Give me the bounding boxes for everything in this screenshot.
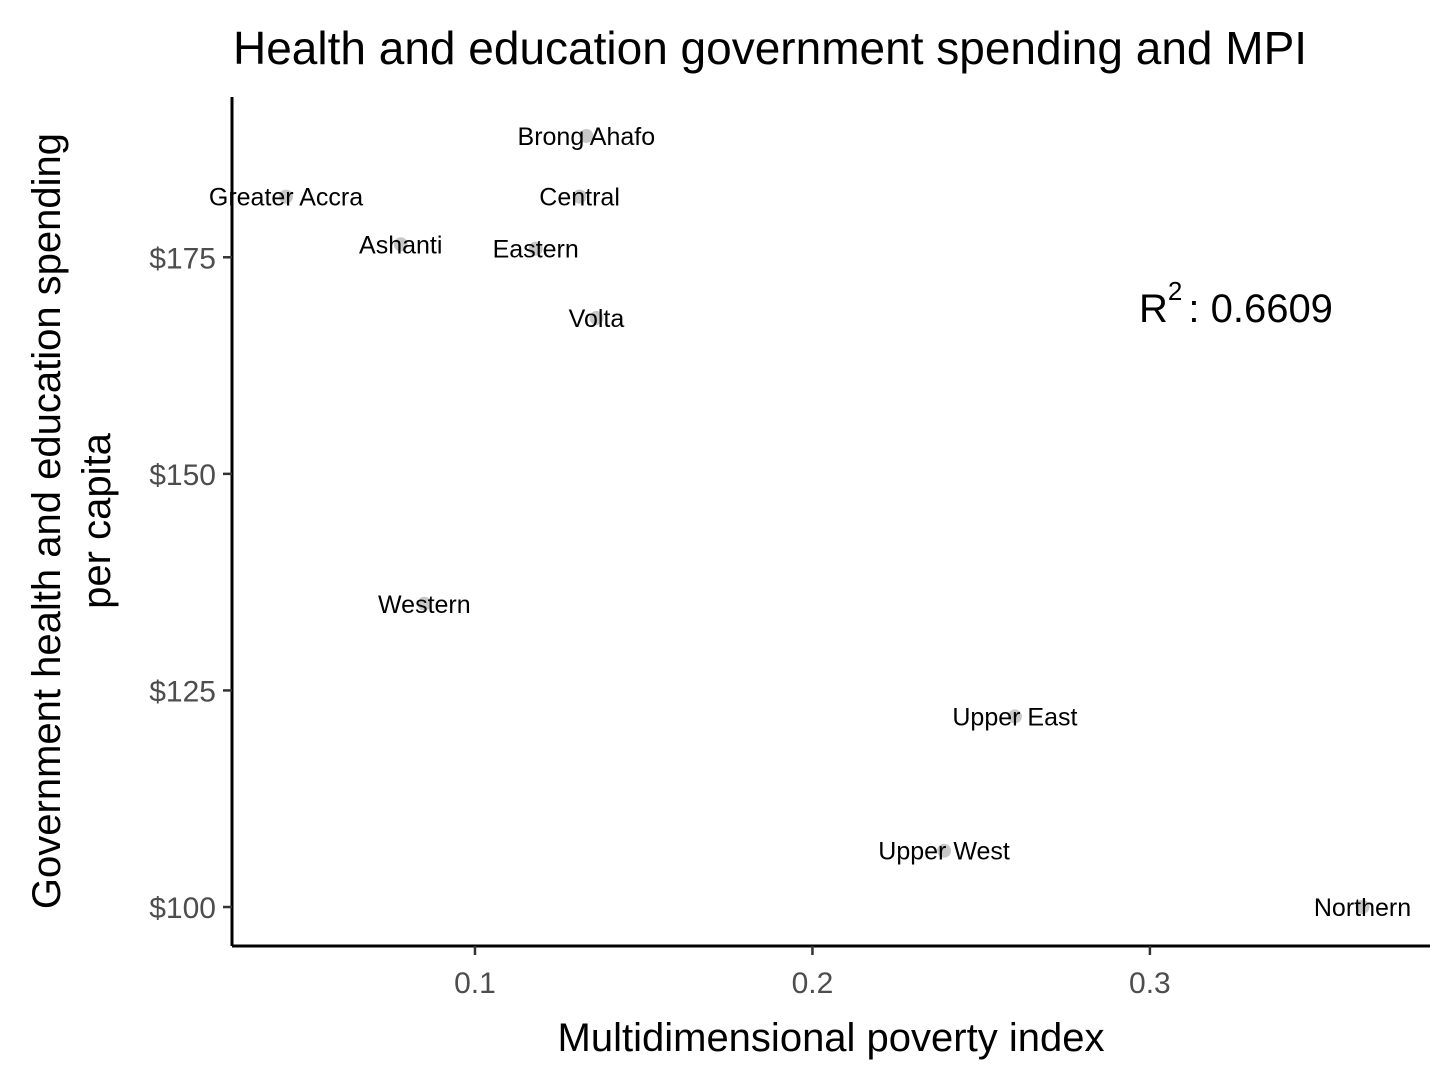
point-greater-accra <box>278 189 293 204</box>
point-label-volta: Volta <box>569 305 625 333</box>
point-upper-west <box>937 843 952 858</box>
chart-title: Health and education government spending… <box>233 22 1307 74</box>
point-label-western: Western <box>378 591 471 619</box>
y-axis-title: Government health and education spending… <box>25 133 119 909</box>
point-northern <box>1355 900 1370 915</box>
point-ashanti <box>393 237 408 252</box>
point-label-upper-east: Upper East <box>952 703 1077 731</box>
point-western <box>417 596 432 611</box>
x-tick-label-0-3: 0.3 <box>1129 967 1171 1000</box>
y-tick-label-100: $100 <box>149 892 216 925</box>
point-label-greater-accra: Greater Accra <box>209 184 363 212</box>
point-label-brong-ahafo: Brong Ahafo <box>518 123 656 151</box>
point-labels-layer: Greater Accra Ashanti Brong Ahafo Central Ea… <box>209 123 1411 922</box>
point-brong-ahafo <box>579 128 594 143</box>
y-tick-label-150: $150 <box>149 459 216 492</box>
point-label-northern: Northern <box>1314 894 1411 922</box>
point-label-eastern: Eastern <box>493 236 579 264</box>
r-squared-annotation: R2: 0.6609 <box>1139 276 1333 331</box>
x-axis-title: Multidimensional poverty index <box>558 1016 1105 1060</box>
y-axis-title-line-2: per capita <box>75 432 119 608</box>
point-label-ashanti: Ashanti <box>359 231 442 259</box>
y-tick-label-175: $175 <box>149 242 216 275</box>
ticks: 0.1 0.2 0.3 $100 $125 $150 $175 <box>149 242 1171 1000</box>
y-axis-title-line-1: Government health and education spending <box>25 133 69 909</box>
point-eastern <box>528 241 543 256</box>
r-squared-value: : 0.6609 <box>1188 287 1333 331</box>
point-volta <box>589 310 604 325</box>
r-squared-superscript: 2 <box>1168 276 1182 306</box>
axes <box>230 97 1430 948</box>
x-tick-label-0-2: 0.2 <box>792 967 834 1000</box>
point-central <box>572 189 587 204</box>
point-label-upper-west: Upper West <box>878 838 1010 866</box>
points-layer <box>278 128 1370 915</box>
x-tick-label-0-1: 0.1 <box>454 967 496 1000</box>
point-label-central: Central <box>539 184 620 212</box>
point-upper-east <box>1007 709 1022 724</box>
y-tick-label-125: $125 <box>149 675 216 708</box>
r-squared-base: R <box>1139 287 1168 331</box>
